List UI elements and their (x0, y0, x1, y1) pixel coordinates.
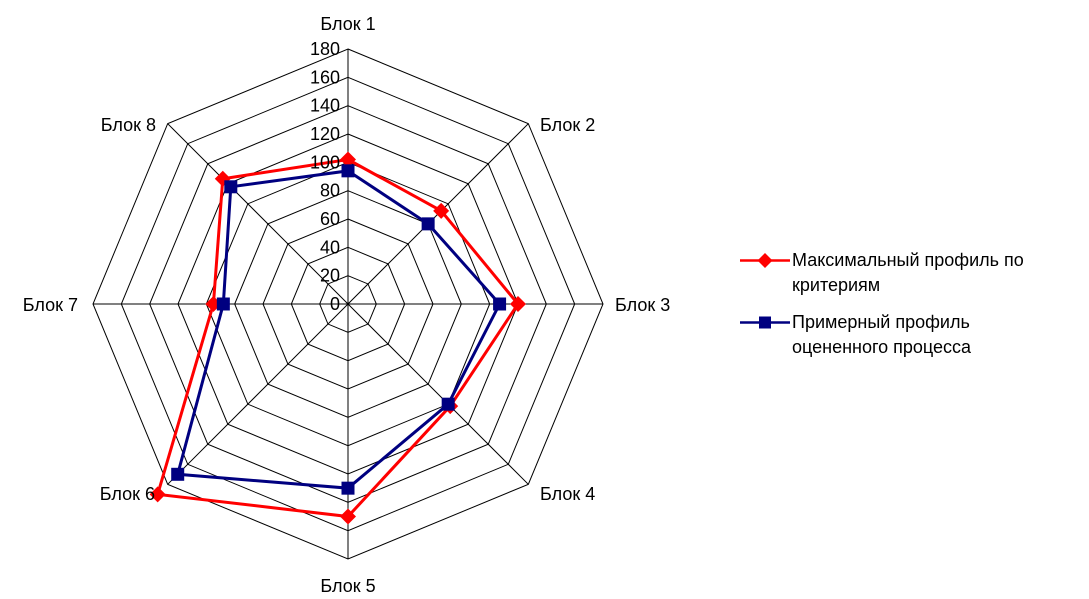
spoke-6 (167, 303, 349, 485)
axis-label-5: Блок 5 (320, 576, 375, 596)
axis-label-4: Блок 4 (540, 484, 595, 504)
axis-label-6: Блок 6 (100, 484, 155, 504)
legend-label-max-profile-line1: Максимальный профиль по (792, 250, 1024, 270)
radar-series (149, 151, 526, 525)
tick-label-20: 20 (320, 266, 340, 286)
series-2-point-1 (341, 164, 355, 178)
series-2-point-4 (441, 397, 455, 411)
tick-label-120: 120 (310, 124, 340, 144)
tick-label-180: 180 (310, 39, 340, 59)
series-1-point-5 (340, 508, 356, 525)
tick-label-0: 0 (330, 294, 340, 314)
series-1-point-6 (149, 486, 166, 503)
diamond-marker-icon (740, 253, 790, 268)
tick-label-40: 40 (320, 237, 340, 257)
axis-label-3: Блок 3 (615, 295, 670, 315)
series-2-point-3 (493, 297, 507, 311)
series-2-point-6 (171, 467, 185, 481)
series-2-point-2 (421, 217, 435, 231)
axis-label-2: Блок 2 (540, 115, 595, 135)
legend-label-sample-profile-line2: оцененного процесса (792, 337, 972, 357)
series-1-point-1 (340, 151, 356, 168)
tick-label-60: 60 (320, 209, 340, 229)
axis-label-8: Блок 8 (101, 115, 156, 135)
chart-legend: Максимальный профиль по критериям Пример… (740, 248, 1085, 372)
legend-item-max-profile: Максимальный профиль по критериям (740, 248, 1085, 298)
radar-axis-labels: Блок 1 Блок 2 Блок 3 Блок 4 Блок 5 Блок 6 Блок… (23, 14, 670, 596)
axis-label-7: Блок 7 (23, 295, 78, 315)
tick-label-80: 80 (320, 181, 340, 201)
tick-label-100: 100 (310, 152, 340, 172)
series-2-point-7 (216, 297, 230, 311)
spoke-4 (347, 303, 529, 485)
tick-label-160: 160 (310, 67, 340, 87)
series-1-point-3 (510, 296, 526, 312)
series-1-point-2 (433, 202, 450, 219)
radar-tick-labels: 0 20 40 60 80 100 120 140 160 180 (310, 39, 340, 314)
series-2-point-5 (341, 481, 355, 495)
square-marker-icon (740, 316, 790, 329)
legend-label-sample-profile-line1: Примерный профиль (792, 312, 970, 332)
series-2-point-8 (224, 180, 238, 194)
spoke-8 (167, 123, 349, 305)
axis-label-1: Блок 1 (320, 14, 375, 34)
legend-label-max-profile-line2: критериям (792, 275, 881, 295)
tick-label-140: 140 (310, 96, 340, 116)
legend-item-sample-profile: Примерный профиль оцененного процесса (740, 310, 1085, 360)
